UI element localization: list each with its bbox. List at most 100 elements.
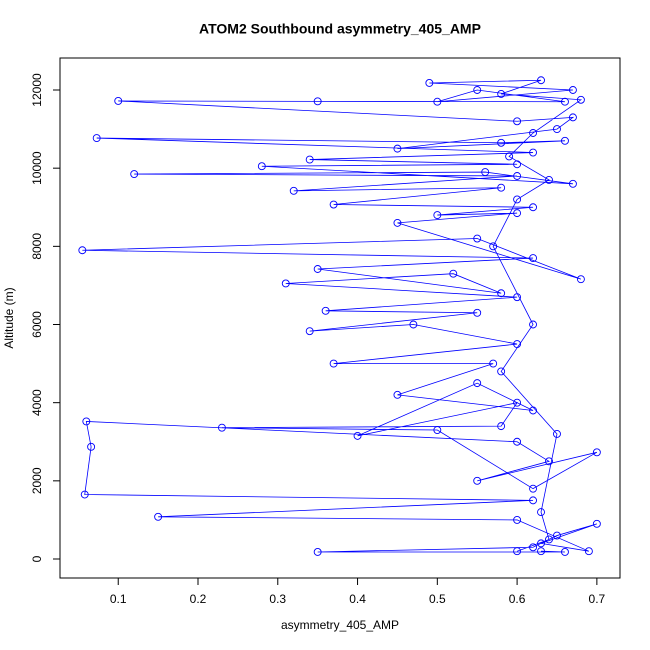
chart-title: ATOM2 Southbound asymmetry_405_AMP — [199, 21, 481, 37]
data-point — [321, 306, 330, 315]
data-point — [529, 203, 537, 212]
data-point — [513, 340, 522, 348]
data-point — [305, 327, 314, 336]
y-tick-label: 0 — [30, 555, 44, 562]
data-point — [561, 548, 569, 556]
data-point — [545, 175, 553, 184]
x-tick-label: 0.2 — [190, 592, 207, 606]
data-point — [537, 508, 545, 517]
data-point — [529, 254, 537, 263]
y-tick-label: 6000 — [30, 311, 44, 338]
data-point — [289, 186, 298, 195]
data-point — [489, 359, 498, 368]
data-point — [568, 179, 577, 188]
data-point — [87, 442, 96, 451]
data-point — [584, 547, 593, 556]
data-point — [513, 398, 522, 407]
data-point — [497, 367, 506, 376]
y-tick-label: 4000 — [30, 389, 44, 416]
data-point — [537, 547, 545, 556]
x-tick-label: 0.3 — [269, 592, 286, 606]
x-axis-label: asymmetry_405_AMP — [281, 618, 399, 632]
data-point — [529, 496, 537, 505]
y-axis-label: Altitude (m) — [2, 287, 16, 348]
data-point — [473, 379, 482, 388]
x-tick-label: 0.1 — [110, 592, 127, 606]
data-point — [513, 547, 522, 556]
data-point — [489, 242, 498, 251]
data-point — [409, 320, 418, 329]
data-point — [154, 512, 163, 521]
data-point — [92, 134, 101, 143]
data-point — [473, 476, 482, 485]
data-point — [529, 148, 537, 157]
data-point — [393, 390, 402, 399]
data-point — [592, 519, 601, 528]
data-point — [561, 136, 569, 145]
data-point — [449, 269, 458, 278]
data-point — [513, 437, 522, 446]
data-point — [217, 423, 226, 432]
data-point — [513, 117, 522, 126]
data-point — [513, 160, 522, 169]
data-point — [497, 183, 506, 192]
data-point — [529, 129, 537, 137]
data-point — [497, 422, 506, 431]
data-point — [130, 170, 139, 178]
y-tick-label: 10000 — [30, 151, 44, 185]
data-point — [80, 490, 89, 499]
data-point — [497, 89, 506, 98]
data-point — [473, 234, 482, 243]
data-point — [529, 406, 537, 415]
data-point — [305, 155, 314, 164]
data-point — [513, 209, 522, 218]
data-point — [592, 448, 601, 457]
data-point — [561, 97, 569, 106]
data-point — [568, 86, 577, 94]
data-point — [497, 289, 506, 298]
data-point — [513, 293, 522, 302]
data-point — [537, 539, 545, 548]
x-tick-label: 0.6 — [509, 592, 526, 606]
data-point — [433, 97, 442, 106]
data-point — [576, 95, 585, 104]
data-point — [568, 113, 577, 122]
data-point — [545, 535, 553, 544]
data-point — [545, 457, 553, 466]
y-tick-label: 8000 — [30, 233, 44, 260]
data-point — [393, 218, 402, 227]
data-point — [576, 275, 585, 284]
plot-frame — [59, 57, 621, 579]
x-tick-label: 0.5 — [429, 592, 446, 606]
series-line — [82, 79, 598, 553]
data-point — [481, 168, 490, 177]
data-point — [425, 79, 434, 87]
data-point — [257, 162, 266, 171]
data-point — [505, 152, 514, 161]
data-point — [529, 484, 537, 493]
data-point — [513, 172, 522, 180]
data-point — [473, 86, 482, 94]
data-point — [473, 308, 482, 317]
data-point — [529, 543, 537, 552]
data-point — [529, 320, 537, 329]
data-point — [497, 138, 506, 147]
data-point — [82, 417, 91, 426]
data-point — [553, 429, 561, 438]
data-point — [513, 515, 522, 524]
data-point — [281, 279, 290, 288]
data-point — [78, 246, 87, 255]
data-point — [433, 211, 442, 220]
data-point — [553, 531, 561, 540]
x-tick-label: 0.4 — [349, 592, 366, 606]
data-point — [553, 125, 561, 134]
data-point — [329, 200, 338, 209]
data-point — [513, 195, 522, 204]
data-point — [313, 265, 322, 273]
data-point — [329, 359, 338, 368]
data-point — [537, 76, 545, 85]
y-tick-label: 2000 — [30, 467, 44, 494]
data-point — [313, 97, 322, 106]
data-point — [353, 431, 362, 440]
